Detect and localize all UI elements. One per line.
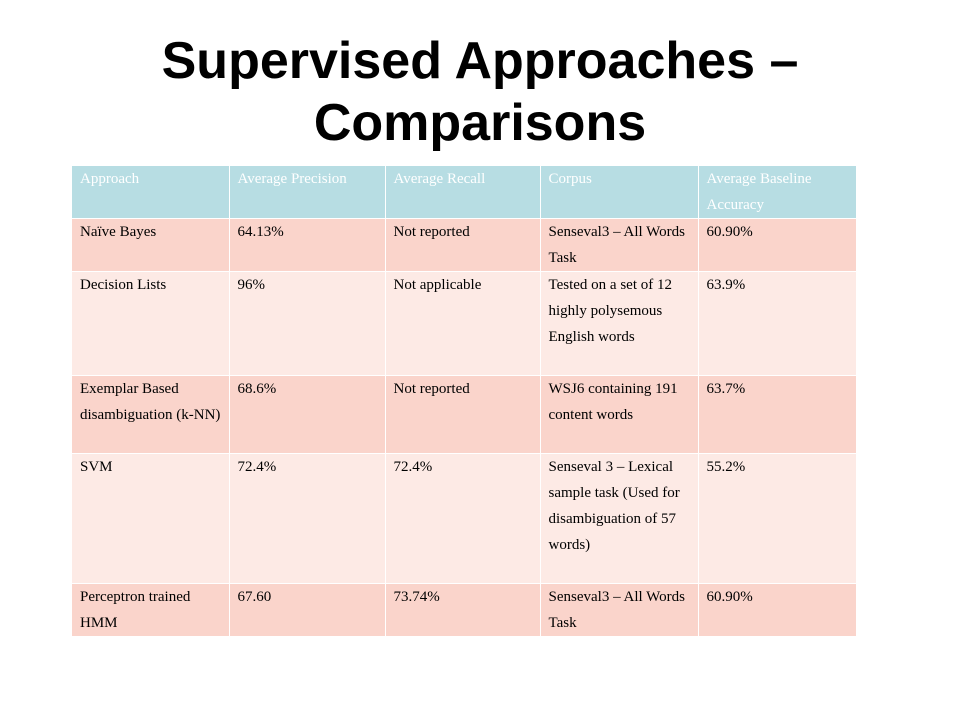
comparison-table: Approach Average Precision Average Recal… [72,166,857,637]
cell-baseline: 63.9% [698,271,857,376]
cell-approach: SVM [72,453,230,584]
header-approach: Approach [72,166,230,219]
cell-corpus: Senseval3 – All Words Task [540,218,699,272]
header-average-precision: Average Precision [229,166,386,219]
cell-corpus: Senseval 3 – Lexical sample task (Used f… [540,453,699,584]
cell-precision: 72.4% [229,453,386,584]
cell-baseline: 55.2% [698,453,857,584]
cell-precision: 67.60 [229,583,386,637]
table-row: Naïve Bayes 64.13% Not reported Senseval… [72,218,857,272]
header-average-baseline-accuracy: Average Baseline Accuracy [698,166,857,219]
cell-approach: Naïve Bayes [72,218,230,272]
cell-baseline: 63.7% [698,375,857,454]
slide-title-line-1: Supervised Approaches – [161,32,799,90]
slide-title: Supervised Approaches – Comparisons [0,30,960,154]
cell-corpus: Senseval3 – All Words Task [540,583,699,637]
cell-precision: 96% [229,271,386,376]
cell-precision: 64.13% [229,218,386,272]
cell-recall: Not reported [385,375,541,454]
slide-title-line-2: Comparisons [313,94,647,152]
table-row: SVM 72.4% 72.4% Senseval 3 – Lexical sam… [72,453,857,584]
cell-recall: 72.4% [385,453,541,584]
cell-recall: Not reported [385,218,541,272]
cell-corpus: WSJ6 containing 191 content words [540,375,699,454]
cell-baseline: 60.90% [698,218,857,272]
cell-recall: 73.74% [385,583,541,637]
table-row: Exemplar Based disambiguation (k-NN) 68.… [72,375,857,454]
table-header-row: Approach Average Precision Average Recal… [72,166,857,219]
cell-baseline: 60.90% [698,583,857,637]
cell-approach: Decision Lists [72,271,230,376]
header-average-recall: Average Recall [385,166,541,219]
table-row: Decision Lists 96% Not applicable Tested… [72,271,857,376]
header-corpus: Corpus [540,166,699,219]
cell-corpus: Tested on a set of 12 highly polysemous … [540,271,699,376]
cell-precision: 68.6% [229,375,386,454]
cell-approach: Exemplar Based disambiguation (k-NN) [72,375,230,454]
cell-approach: Perceptron trained HMM [72,583,230,637]
cell-recall: Not applicable [385,271,541,376]
table-row: Perceptron trained HMM 67.60 73.74% Sens… [72,583,857,637]
